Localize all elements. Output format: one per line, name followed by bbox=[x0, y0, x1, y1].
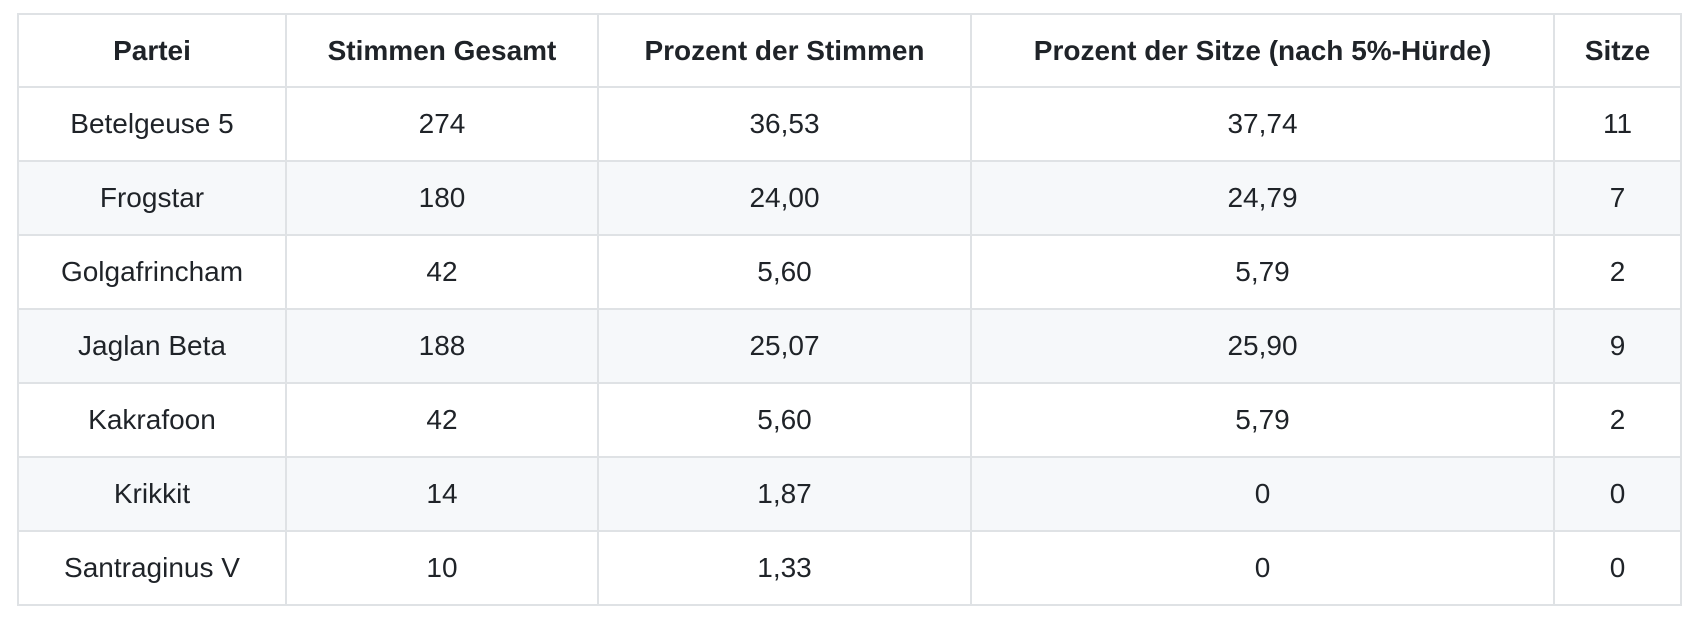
cell-prozent_sitze: 5,79 bbox=[970, 234, 1555, 310]
cell-partei: Betelgeuse 5 bbox=[17, 86, 287, 162]
cell-partei: Krikkit bbox=[17, 456, 287, 532]
cell-stimmen_gesamt: 14 bbox=[285, 456, 599, 532]
cell-prozent_stimmen: 1,33 bbox=[597, 530, 972, 606]
cell-sitze: 2 bbox=[1553, 234, 1682, 310]
cell-stimmen_gesamt: 42 bbox=[285, 382, 599, 458]
cell-sitze: 0 bbox=[1553, 456, 1682, 532]
cell-sitze: 2 bbox=[1553, 382, 1682, 458]
results-table: Partei Stimmen Gesamt Prozent der Stimmen P… bbox=[17, 13, 1682, 606]
table-row: Krikkit 14 1,87 0 0 bbox=[17, 456, 1682, 532]
cell-prozent_stimmen: 36,53 bbox=[597, 86, 972, 162]
table-row: Kakrafoon 42 5,60 5,79 2 bbox=[17, 382, 1682, 458]
cell-stimmen_gesamt: 42 bbox=[285, 234, 599, 310]
cell-stimmen_gesamt: 188 bbox=[285, 308, 599, 384]
cell-sitze: 7 bbox=[1553, 160, 1682, 236]
table-row: Frogstar 180 24,00 24,79 7 bbox=[17, 160, 1682, 236]
table-row: Golgafrincham 42 5,60 5,79 2 bbox=[17, 234, 1682, 310]
cell-prozent_stimmen: 24,00 bbox=[597, 160, 972, 236]
cell-partei: Kakrafoon bbox=[17, 382, 287, 458]
cell-partei: Frogstar bbox=[17, 160, 287, 236]
column-header-prozent_stimmen: Prozent der Stimmen bbox=[597, 13, 972, 88]
column-header-prozent_sitze: Prozent der Sitze (nach 5%-Hürde) bbox=[970, 13, 1555, 88]
cell-partei: Santraginus V bbox=[17, 530, 287, 606]
column-header-stimmen_gesamt: Stimmen Gesamt bbox=[285, 13, 599, 88]
cell-sitze: 9 bbox=[1553, 308, 1682, 384]
cell-prozent_stimmen: 25,07 bbox=[597, 308, 972, 384]
table-row: Jaglan Beta 188 25,07 25,90 9 bbox=[17, 308, 1682, 384]
cell-partei: Jaglan Beta bbox=[17, 308, 287, 384]
cell-prozent_sitze: 5,79 bbox=[970, 382, 1555, 458]
cell-prozent_sitze: 37,74 bbox=[970, 86, 1555, 162]
cell-prozent_sitze: 24,79 bbox=[970, 160, 1555, 236]
cell-stimmen_gesamt: 274 bbox=[285, 86, 599, 162]
cell-prozent_sitze: 0 bbox=[970, 456, 1555, 532]
cell-stimmen_gesamt: 10 bbox=[285, 530, 599, 606]
column-header-partei: Partei bbox=[17, 13, 287, 88]
cell-prozent_stimmen: 5,60 bbox=[597, 382, 972, 458]
table-body: Betelgeuse 5 274 36,53 37,74 11 Frogstar 180 24… bbox=[17, 86, 1682, 606]
table-row: Santraginus V 10 1,33 0 0 bbox=[17, 530, 1682, 606]
cell-prozent_sitze: 25,90 bbox=[970, 308, 1555, 384]
table-header: Partei Stimmen Gesamt Prozent der Stimmen P… bbox=[17, 13, 1682, 88]
cell-prozent_stimmen: 5,60 bbox=[597, 234, 972, 310]
table-row: Betelgeuse 5 274 36,53 37,74 11 bbox=[17, 86, 1682, 162]
cell-stimmen_gesamt: 180 bbox=[285, 160, 599, 236]
cell-partei: Golgafrincham bbox=[17, 234, 287, 310]
cell-prozent_sitze: 0 bbox=[970, 530, 1555, 606]
cell-sitze: 0 bbox=[1553, 530, 1682, 606]
cell-prozent_stimmen: 1,87 bbox=[597, 456, 972, 532]
cell-sitze: 11 bbox=[1553, 86, 1682, 162]
column-header-sitze: Sitze bbox=[1553, 13, 1682, 88]
header-row: Partei Stimmen Gesamt Prozent der Stimmen P… bbox=[17, 13, 1682, 88]
